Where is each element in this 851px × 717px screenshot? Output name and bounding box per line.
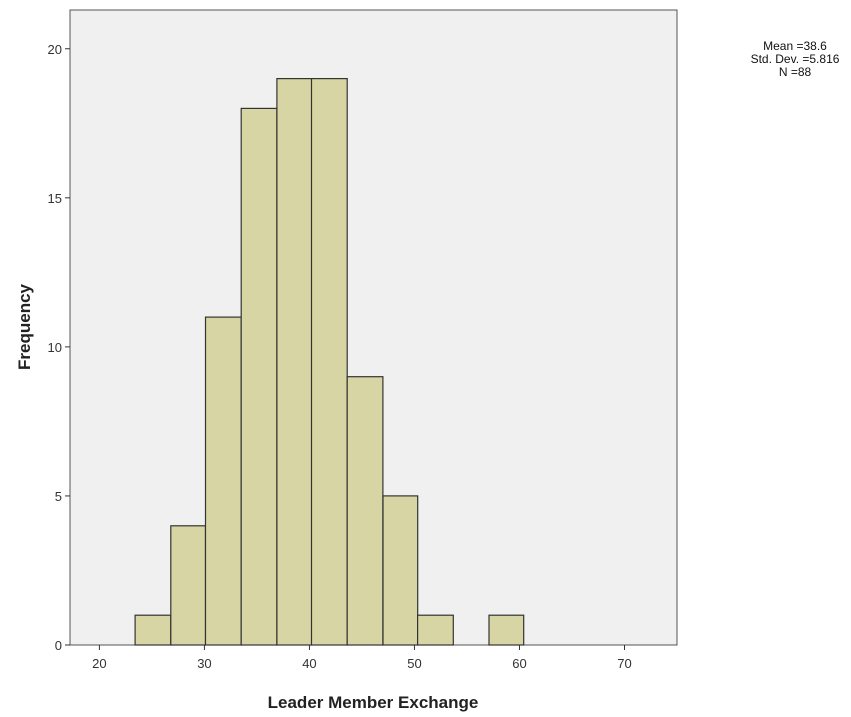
x-tick-label: 40 bbox=[302, 656, 316, 671]
x-axis-ticks: 20 30 40 50 60 70 bbox=[92, 645, 632, 671]
n-stat: N =88 bbox=[778, 65, 812, 79]
histogram-bar bbox=[382, 495, 419, 646]
x-tick-label: 60 bbox=[512, 656, 526, 671]
x-tick-label: 30 bbox=[197, 656, 211, 671]
std-dev-stat: Std. Dev. =5.816 bbox=[750, 52, 840, 66]
x-axis-title: Leader Member Exchange bbox=[268, 693, 479, 712]
stats-box: Mean =38.6 Std. Dev. =5.816 N =88 bbox=[740, 40, 850, 79]
histogram-bar bbox=[134, 614, 172, 646]
histogram-bar bbox=[488, 614, 525, 646]
y-tick-label: 15 bbox=[48, 191, 62, 206]
x-tick-label: 20 bbox=[92, 656, 106, 671]
histogram-bar bbox=[240, 107, 278, 646]
y-axis-title: Frequency bbox=[15, 283, 34, 370]
histogram-bar bbox=[310, 77, 348, 646]
histogram-bar bbox=[276, 77, 313, 646]
y-tick-label: 0 bbox=[55, 638, 62, 653]
histogram-bar bbox=[417, 614, 454, 646]
mean-stat: Mean =38.6 bbox=[763, 39, 827, 53]
y-tick-label: 20 bbox=[48, 42, 62, 57]
histogram-bar bbox=[204, 316, 242, 646]
bars-group bbox=[134, 77, 525, 646]
y-axis-ticks: 0 5 10 15 20 bbox=[48, 42, 70, 653]
histogram-bar bbox=[346, 376, 384, 646]
y-tick-label: 10 bbox=[48, 340, 62, 355]
x-tick-label: 50 bbox=[407, 656, 421, 671]
histogram-bar bbox=[170, 525, 207, 646]
y-tick-label: 5 bbox=[55, 489, 62, 504]
x-tick-label: 70 bbox=[617, 656, 631, 671]
